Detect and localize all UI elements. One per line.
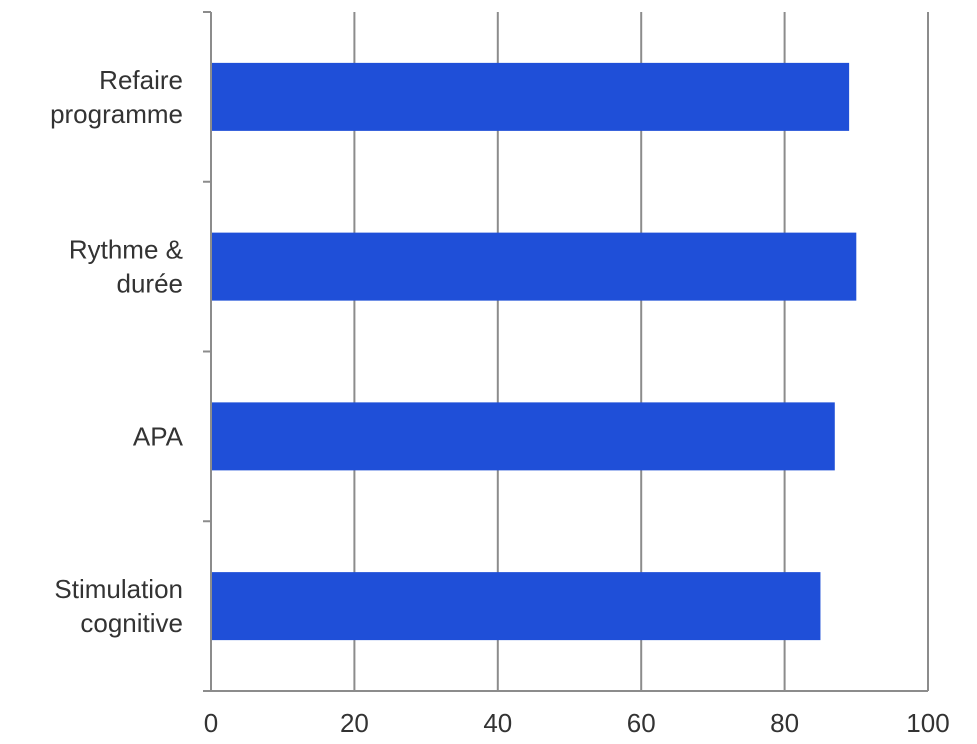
x-tick-label: 0: [204, 708, 218, 738]
bar-3: [211, 572, 821, 641]
x-tick-label: 40: [483, 708, 512, 738]
bar-2: [211, 402, 835, 471]
category-label: Rythme &: [69, 235, 183, 265]
bars: [211, 62, 857, 641]
bar-0: [211, 62, 850, 131]
x-tick-label: 60: [627, 708, 656, 738]
category-label: APA: [133, 421, 184, 451]
category-label: Refaire: [99, 65, 183, 95]
tick-labels: 0 20 40 60 80 100: [204, 708, 950, 738]
category-labels: Refaire programme Rythme & durée APA Stimulat…: [50, 65, 184, 638]
x-tick-label: 100: [906, 708, 949, 738]
x-tick-label: 20: [340, 708, 369, 738]
category-label: Stimulation: [54, 574, 183, 604]
x-tick-label: 80: [770, 708, 799, 738]
bar-1: [211, 232, 857, 301]
axes: [203, 11, 928, 692]
category-label: programme: [50, 99, 183, 129]
category-label: cognitive: [80, 608, 183, 638]
category-label: durée: [117, 269, 184, 299]
